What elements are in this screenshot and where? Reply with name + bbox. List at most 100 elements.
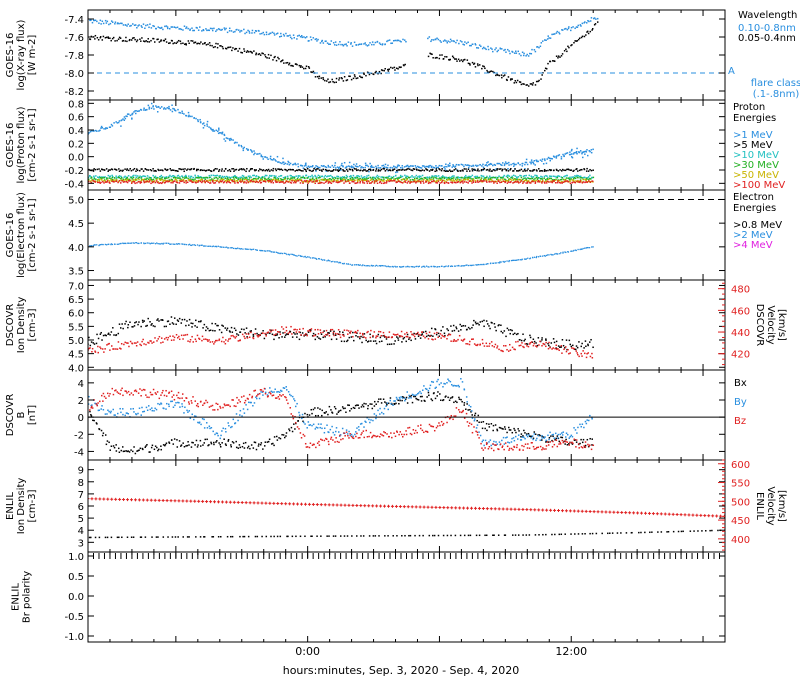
data-point xyxy=(286,163,289,165)
data-point xyxy=(508,175,511,177)
data-point xyxy=(586,149,588,151)
data-point xyxy=(220,45,222,47)
data-point xyxy=(219,180,222,183)
data-point xyxy=(260,249,263,252)
data-point xyxy=(124,24,127,26)
data-point xyxy=(449,58,452,61)
data-point xyxy=(116,122,119,124)
data-point xyxy=(115,121,117,123)
data-point xyxy=(576,147,578,150)
data-point xyxy=(535,256,537,259)
data-point xyxy=(590,178,592,180)
data-point xyxy=(467,164,469,166)
data-point xyxy=(389,179,391,181)
data-point xyxy=(529,334,531,337)
data-point xyxy=(167,320,170,322)
data-point xyxy=(537,160,539,163)
data-point xyxy=(203,338,205,341)
data-point xyxy=(480,174,483,177)
data-point xyxy=(551,180,553,183)
data-point xyxy=(270,169,273,171)
data-point xyxy=(164,25,166,28)
data-point xyxy=(227,438,230,441)
data-point xyxy=(172,180,175,183)
data-point xyxy=(102,35,105,38)
flare-class-label: (.1-.8nm) xyxy=(753,89,800,100)
data-point xyxy=(561,53,564,55)
data-point xyxy=(462,59,465,61)
data-point xyxy=(192,179,195,181)
data-point xyxy=(485,164,488,166)
data-point xyxy=(469,180,471,182)
data-point xyxy=(582,247,584,250)
data-point xyxy=(578,181,580,183)
data-point xyxy=(594,23,597,25)
data-point xyxy=(532,179,534,182)
data-point xyxy=(266,178,268,181)
data-point xyxy=(175,181,178,183)
data-point xyxy=(258,53,261,55)
data-point xyxy=(575,40,578,42)
data-point xyxy=(524,177,527,179)
data-point xyxy=(309,329,312,332)
data-point xyxy=(249,180,252,182)
data-point xyxy=(420,180,422,182)
data-point xyxy=(231,441,234,443)
data-point xyxy=(566,180,569,182)
data-point xyxy=(314,333,317,336)
data-point xyxy=(437,391,439,393)
data-point xyxy=(166,320,169,323)
data-point xyxy=(369,42,371,44)
data-point xyxy=(358,179,360,182)
data-point xyxy=(252,333,255,336)
data-point xyxy=(562,344,565,347)
data-point xyxy=(423,176,426,179)
data-point xyxy=(160,342,162,344)
data-point xyxy=(361,341,363,344)
data-point xyxy=(430,40,432,43)
data-point xyxy=(370,329,372,332)
data-point xyxy=(371,177,374,179)
data-point xyxy=(279,175,282,177)
data-point xyxy=(267,440,270,443)
data-point xyxy=(399,176,402,179)
data-point xyxy=(246,167,248,170)
data-point xyxy=(573,181,575,183)
data-point xyxy=(296,329,298,331)
data-point xyxy=(323,176,325,178)
data-point xyxy=(250,331,252,334)
data-point xyxy=(322,331,324,334)
data-point xyxy=(532,180,534,183)
data-point xyxy=(524,170,526,172)
data-point xyxy=(538,181,541,183)
data-point xyxy=(331,328,334,331)
data-point xyxy=(587,246,589,249)
data-point xyxy=(409,165,412,167)
data-point xyxy=(181,175,184,178)
data-point xyxy=(183,445,186,448)
data-point xyxy=(474,177,477,179)
data-point xyxy=(158,320,160,322)
data-point xyxy=(295,175,297,177)
data-point xyxy=(477,181,479,184)
y-axis-label: GOES-16 xyxy=(5,213,16,258)
data-point xyxy=(121,323,123,325)
data-point xyxy=(474,66,477,68)
data-point xyxy=(356,179,359,181)
data-point xyxy=(436,266,438,268)
data-point xyxy=(131,113,133,116)
data-point xyxy=(325,333,327,336)
data-point xyxy=(159,179,162,181)
data-point xyxy=(209,180,212,182)
data-point xyxy=(482,180,484,183)
data-point xyxy=(248,30,251,33)
data-point xyxy=(113,446,116,449)
data-point xyxy=(166,339,169,341)
data-point xyxy=(237,334,240,336)
data-point xyxy=(371,43,373,46)
data-point xyxy=(168,27,171,30)
data-point xyxy=(441,178,443,180)
data-point xyxy=(549,159,551,162)
data-point xyxy=(109,169,111,171)
data-point xyxy=(337,411,340,414)
